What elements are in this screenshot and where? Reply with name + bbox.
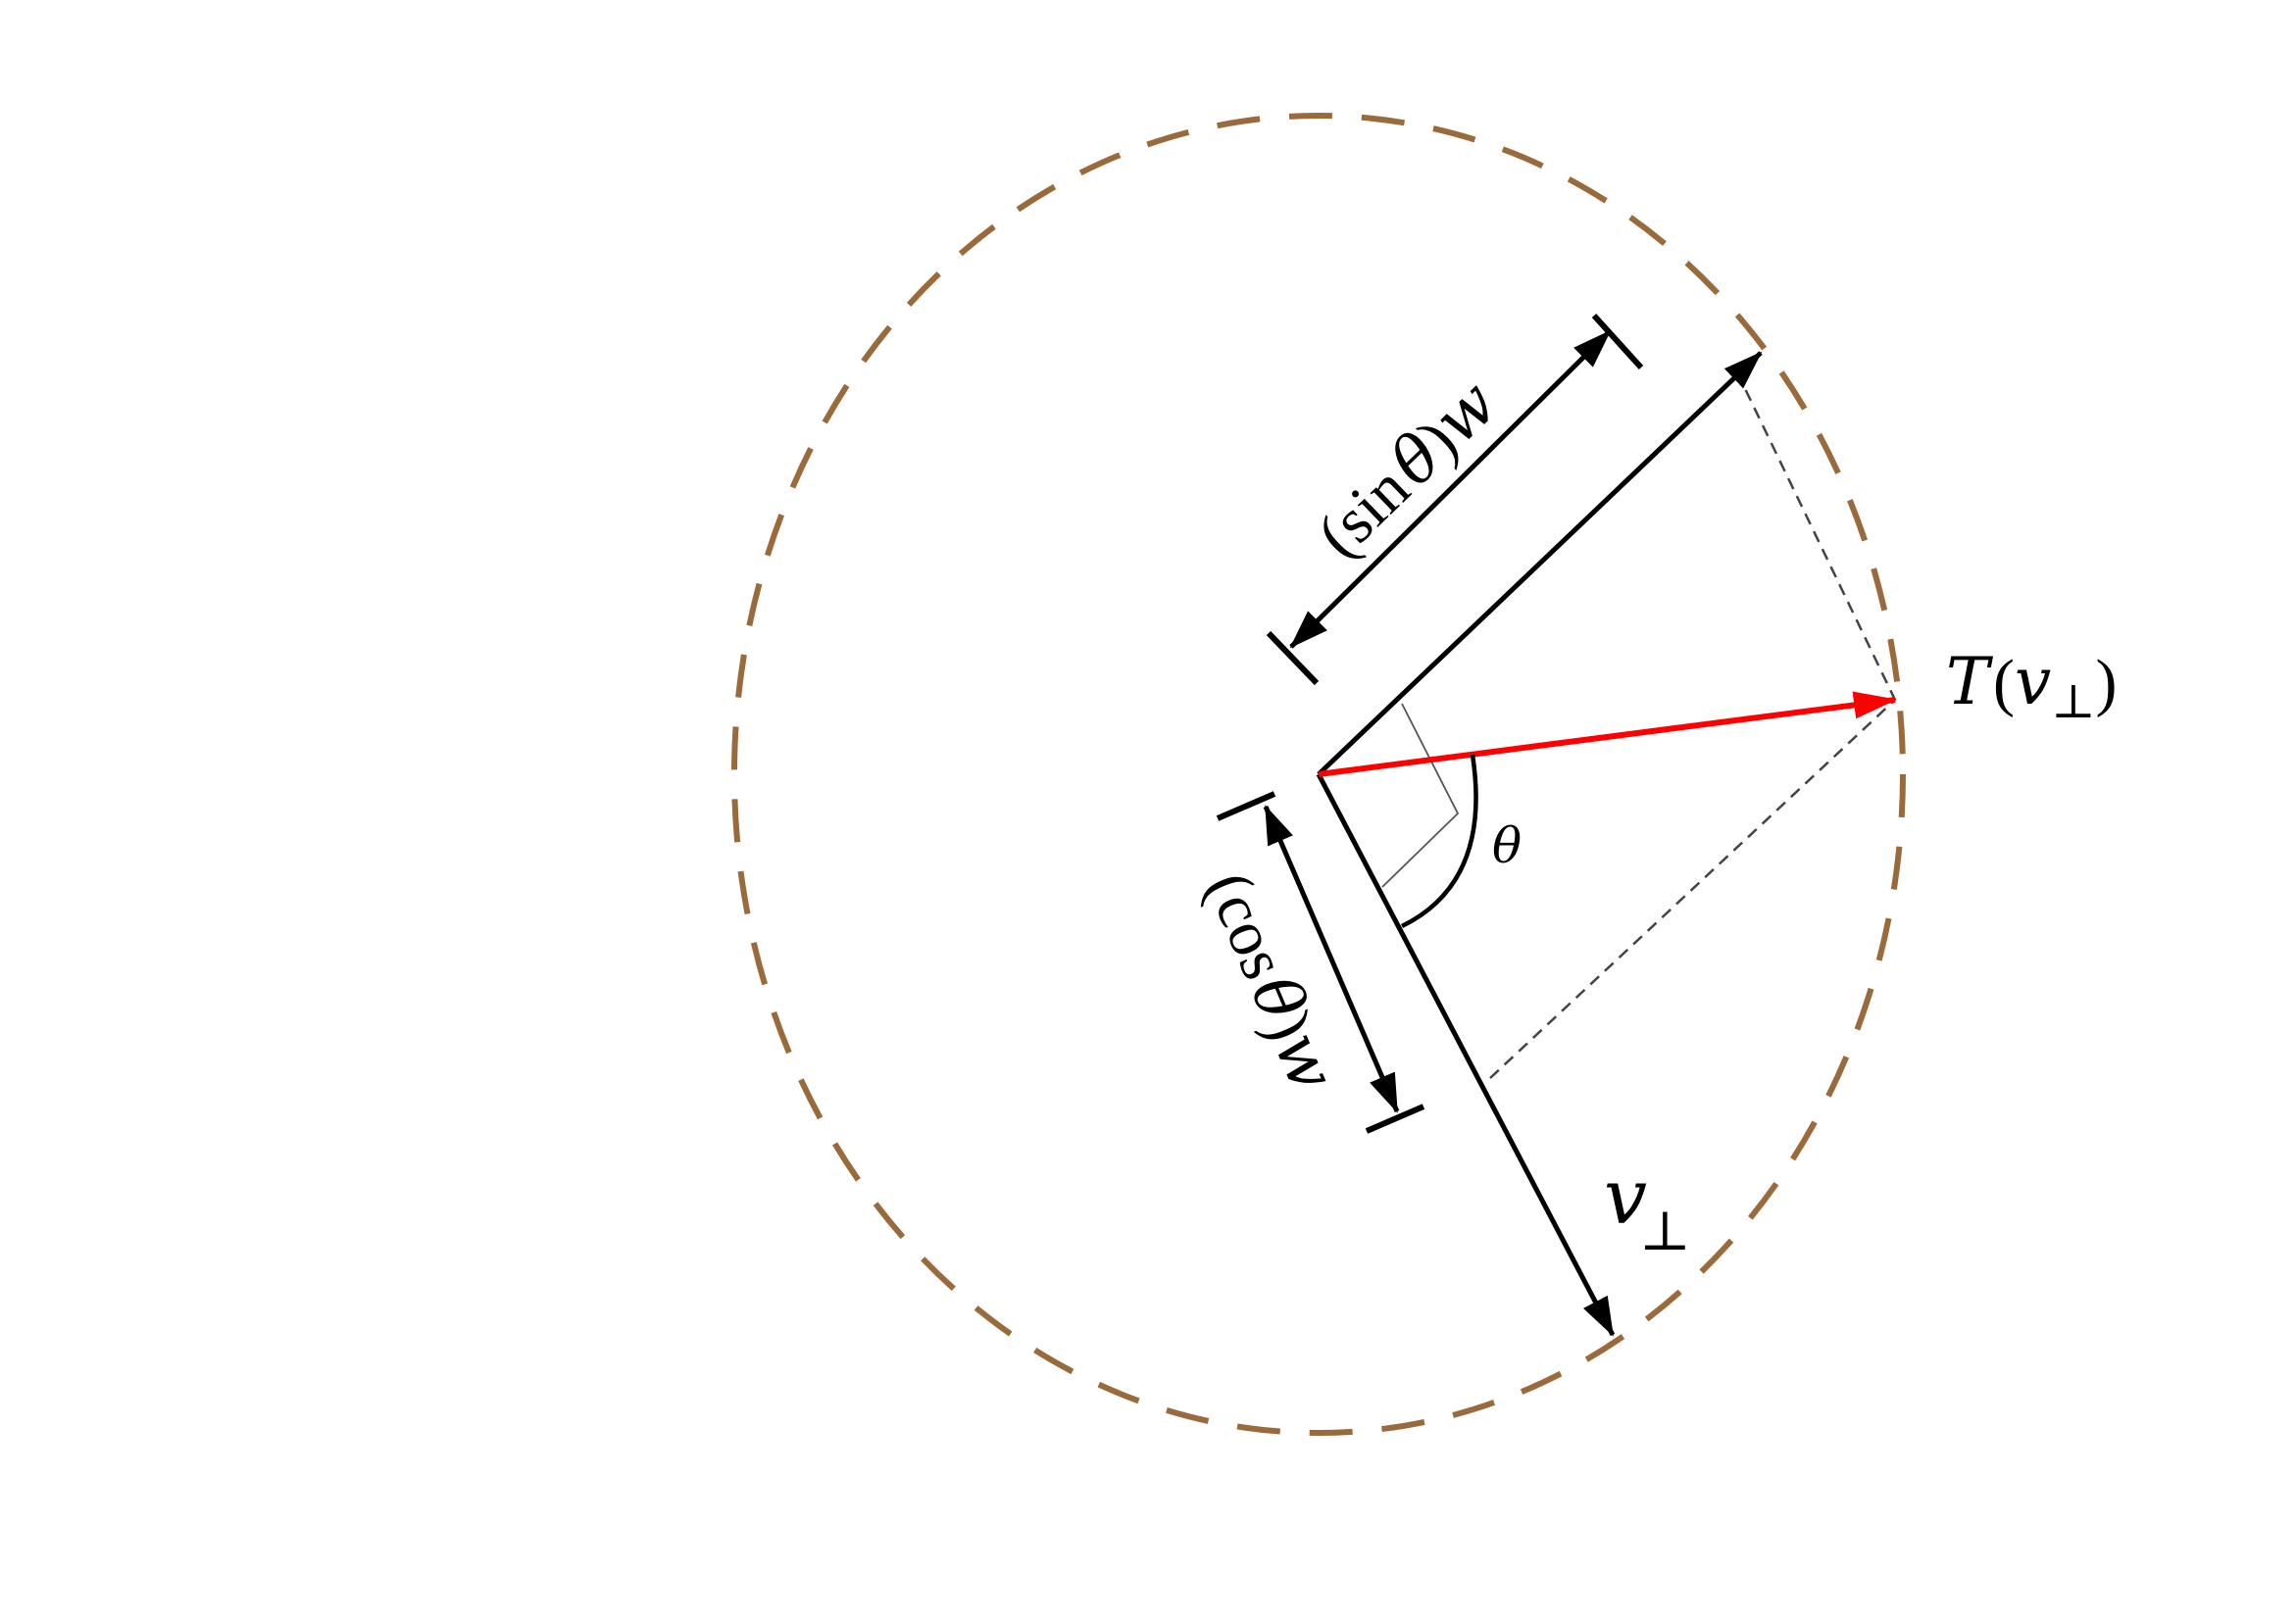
projection-line-from-v — [1489, 699, 1896, 1079]
sin-dimension-tick-bottom — [1266, 630, 1320, 686]
sin-dimension-arrow — [1289, 329, 1612, 649]
theta-label: θ — [1492, 817, 1522, 874]
cos-dimension-arrow — [1263, 805, 1400, 1113]
sin-dimension-tick-top — [1591, 313, 1644, 370]
t-v-perp-label: T(v⊥) — [1946, 644, 2117, 728]
svg-text:⊥: ⊥ — [1639, 1202, 1691, 1262]
v-perp-label: v ⊥ — [1604, 1154, 1691, 1262]
cos-dimension-tick-bottom — [1365, 1104, 1425, 1134]
theta-arc — [1401, 754, 1478, 929]
vector-w — [1317, 351, 1763, 776]
svg-text:(sinθ)w: (sinθ)w — [1302, 366, 1512, 571]
right-angle-marker — [1381, 703, 1460, 888]
sin-theta-w-label: (sinθ)w — [1302, 366, 1512, 571]
projection-line-from-w — [1735, 371, 1897, 701]
cos-dimension-tick-top — [1216, 791, 1276, 821]
cos-theta-w-label: (cosθ)w — [1191, 861, 1350, 1102]
svg-text:v: v — [1604, 1154, 1647, 1242]
vector-t-v-perp — [1318, 691, 1897, 777]
svg-text:T(v⊥): T(v⊥) — [1946, 644, 2117, 728]
dashed-circle — [731, 113, 1906, 1436]
svg-text:(cosθ)w: (cosθ)w — [1191, 861, 1350, 1102]
